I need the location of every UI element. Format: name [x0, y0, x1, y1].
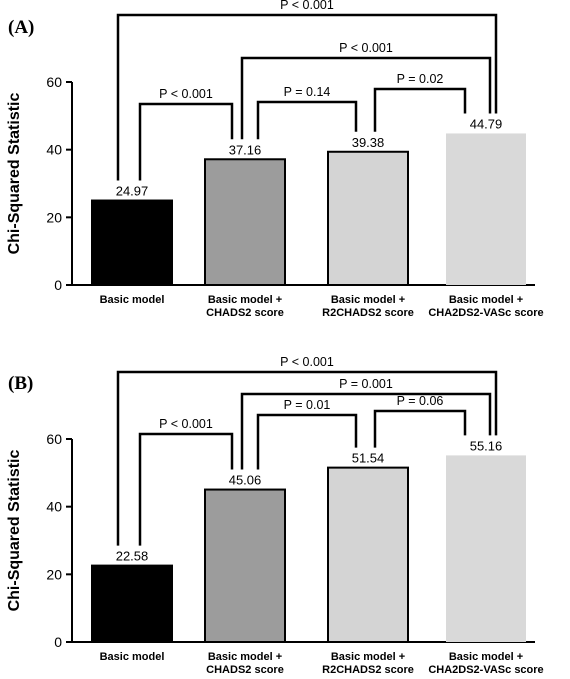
comparison-bracket: [138, 432, 234, 546]
comparison-bracket: [373, 409, 467, 448]
x-tick-label: Basic model +: [208, 294, 282, 306]
comparison-bracket: [256, 100, 358, 140]
x-tick-label: Basic model: [100, 294, 165, 306]
x-tick-label: CHADS2 score: [206, 307, 284, 319]
y-tick-label: 60: [46, 431, 62, 447]
y-tick-label: 40: [46, 499, 62, 515]
y-tick-label: 0: [54, 277, 62, 293]
x-tick-label: Basic model +: [331, 651, 405, 663]
x-tick-label: R2CHADS2 score: [322, 664, 414, 676]
x-tick-label: Basic model +: [331, 294, 405, 306]
x-tick-label: Basic model +: [208, 651, 282, 663]
p-value-label: P < 0.001: [339, 41, 393, 55]
x-tick-label: CHADS2 score: [206, 664, 284, 676]
y-tick-label: 0: [54, 634, 62, 650]
data-label: 24.97: [116, 184, 149, 199]
y-axis-label: Chi-Squared Statistic: [6, 93, 23, 255]
data-label: 45.06: [229, 473, 262, 488]
bar: [204, 488, 286, 643]
bar: [91, 199, 173, 287]
data-label: 51.54: [352, 451, 385, 466]
p-value-label: P = 0.01: [284, 398, 331, 412]
chart-panel: (A) Chi-Squared Statistic 0 20 40 60 24.97 37.1…: [6, 0, 544, 319]
y-tick-label: 40: [46, 142, 62, 158]
p-value-label: P < 0.001: [280, 355, 334, 369]
p-value-label: P < 0.001: [159, 87, 213, 101]
x-tick-label: CHA2DS2-VASc score: [428, 664, 543, 676]
comparison-bracket: [240, 392, 492, 470]
y-tick-label: 20: [46, 566, 62, 582]
y-tick-label: 60: [46, 74, 62, 90]
bar: [204, 158, 286, 286]
panel-label: (A): [8, 17, 34, 38]
p-value-label: P = 0.06: [397, 394, 444, 408]
chart-panel: (B) Chi-Squared Statistic 0 20 40 60 22.58 45.0…: [6, 355, 544, 676]
x-tick-label: Basic model +: [449, 651, 523, 663]
comparison-bracket: [138, 102, 234, 181]
comparison-bracket: [116, 370, 498, 546]
bar: [446, 455, 526, 642]
y-axis-label: Chi-Squared Statistic: [6, 450, 23, 612]
bar: [91, 564, 173, 643]
p-value-label: P = 0.02: [397, 72, 444, 86]
comparison-bracket: [373, 87, 467, 132]
data-label: 22.58: [116, 549, 149, 564]
bar: [446, 133, 526, 285]
p-value-label: P = 0.001: [339, 377, 393, 391]
data-label: 55.16: [470, 438, 503, 453]
x-tick-label: CHA2DS2-VASc score: [428, 307, 543, 319]
data-label: 39.38: [352, 135, 385, 150]
comparison-bracket: [116, 13, 498, 181]
y-tick-label: 20: [46, 209, 62, 225]
comparison-bracket: [240, 56, 492, 140]
panel-label: (B): [8, 373, 33, 394]
data-label: 44.79: [470, 116, 503, 131]
bar: [327, 466, 409, 643]
x-tick-label: Basic model: [100, 651, 165, 663]
bar: [327, 150, 409, 286]
x-tick-label: R2CHADS2 score: [322, 307, 414, 319]
p-value-label: P = 0.14: [284, 85, 331, 99]
x-tick-label: Basic model +: [449, 294, 523, 306]
data-label: 37.16: [229, 142, 262, 157]
p-value-label: P < 0.001: [159, 417, 213, 431]
comparison-bracket: [256, 413, 358, 470]
p-value-label: P < 0.001: [280, 0, 334, 12]
